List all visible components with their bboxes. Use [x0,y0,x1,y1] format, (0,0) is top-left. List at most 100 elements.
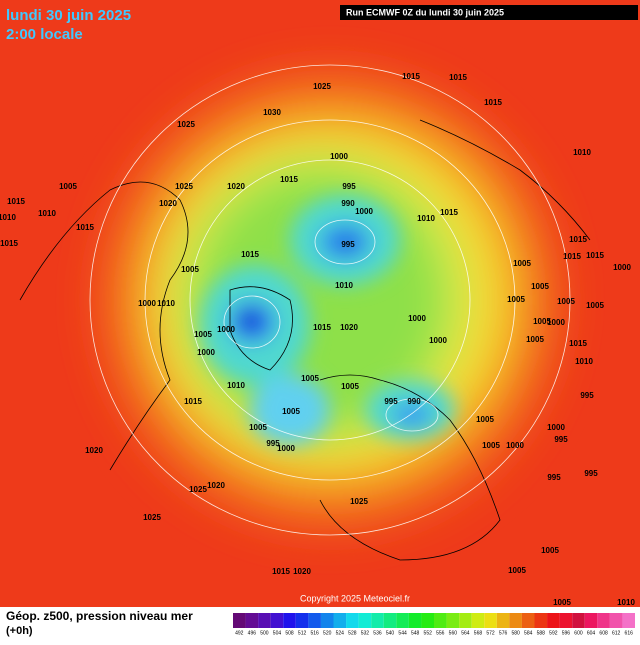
run-info: Run ECMWF 0Z du lundi 30 juin 2025 [346,7,504,17]
scale-label: 528 [348,630,357,636]
scale-swatch [609,613,623,628]
scale-label: 540 [386,630,395,636]
isobar-label: 1010 [417,214,435,223]
isobar-label: 1025 [177,120,195,129]
isobar-label: 1020 [159,199,177,208]
local-time: 2:00 locale [6,26,83,43]
isobar-label: 1005 [476,415,494,424]
scale-label: 544 [398,630,407,636]
isobar-label: 1000 [330,152,348,161]
scale-label: 496 [248,630,257,636]
scale-swatch [358,613,372,628]
scale-label: 520 [323,630,332,636]
isobar-label: 1025 [313,82,331,91]
isobar-label: 1005 [194,330,212,339]
scale-label: 500 [260,630,269,636]
isobar-label: 1000 [408,314,426,323]
isobar-label: 1015 [313,323,331,332]
isobar-label: 1005 [507,295,525,304]
scale-swatch [434,613,447,628]
scale-label: 592 [549,630,558,636]
scale-swatch [233,613,246,628]
scale-label: 600 [574,630,583,636]
isobar-label: 1015 [586,251,604,260]
isobar-label: 995 [342,182,356,191]
scale-label: 564 [461,630,470,636]
scale-label: 576 [499,630,508,636]
color-scale: 492 496 500 504 508 512 516 520 524 528 532 536 540 5… [233,613,635,636]
scale-swatch [383,613,397,628]
scale-label: 548 [411,630,420,636]
scale-swatch [320,613,334,628]
forecast-step: (+0h) [6,625,33,637]
scale-swatch [459,613,472,628]
scale-swatch [622,613,635,628]
scale-label: 616 [625,630,634,636]
isobar-label: 1005 [59,182,77,191]
isobar-label: 1000 [547,318,565,327]
isobar-label: 1015 [241,250,259,259]
copyright: Copyright 2025 Meteociel.fr [300,593,410,603]
isobar-label: 995 [580,391,594,400]
isobar-label: 1015 [76,223,94,232]
isobar-label: 1010 [617,598,635,607]
isobar-label: 1005 [557,297,575,306]
isobar-label: 1010 [0,213,16,222]
isobar-label: 1005 [526,335,544,344]
isobar-label: 1010 [157,299,175,308]
scale-swatch [408,613,422,628]
isobar-label: 1020 [227,182,245,191]
isobar-label: 1010 [335,281,353,290]
isobar-label: 1000 [217,325,235,334]
scale-swatch [295,613,309,628]
scale-swatch [308,613,321,628]
scale-swatch [396,613,409,628]
scale-swatch [521,613,535,628]
scale-swatch [484,613,497,628]
scale-label: 608 [599,630,608,636]
isobar-label: 1025 [189,485,207,494]
scale-label: 612 [612,630,621,636]
isobar-label: 1005 [341,382,359,391]
isobar-label: 1020 [340,323,358,332]
isobar-label: 1005 [533,317,551,326]
scale-label: 556 [436,630,445,636]
isobar-label: 1010 [575,357,593,366]
isobar-label: 1010 [573,148,591,157]
scale-label: 604 [587,630,596,636]
isobar-label: 1025 [350,497,368,506]
scale-swatch [547,613,560,628]
scale-label: 572 [486,630,495,636]
map-date: lundi 30 juin 2025 [6,7,131,24]
isobar-label: 1020 [207,481,225,490]
scale-label: 568 [474,630,483,636]
isobar-label: 1005 [482,441,500,450]
isobar-label: 1000 [277,444,295,453]
isobar-label: 1025 [143,513,161,522]
isobar-label: 1005 [282,407,300,416]
scale-swatch [496,613,510,628]
isobar-label: 1020 [85,446,103,455]
isobar-label: 1000 [613,263,631,272]
isobar-label: 1000 [138,299,156,308]
isobar-label: 1005 [531,282,549,291]
isobar-label: 1005 [553,598,571,607]
scale-label: 536 [373,630,382,636]
scale-swatch [421,613,434,628]
scale-label: 516 [310,630,319,636]
scale-label: 512 [298,630,307,636]
isobar-label: 1000 [355,207,373,216]
isobar-label: 990 [341,199,355,208]
run-box [340,5,638,20]
isobar-label: 1015 [569,339,587,348]
isobar-label: 1015 [7,197,25,206]
caption: Géop. z500, pression niveau mer [6,609,193,623]
isobar-label: 995 [547,473,561,482]
scale-label: 524 [336,630,345,636]
isobar-label: 1005 [181,265,199,274]
scale-label: 508 [285,630,294,636]
isobar-label: 1005 [249,423,267,432]
isobar-label: 1000 [547,423,565,432]
isobar-label: 995 [584,469,598,478]
